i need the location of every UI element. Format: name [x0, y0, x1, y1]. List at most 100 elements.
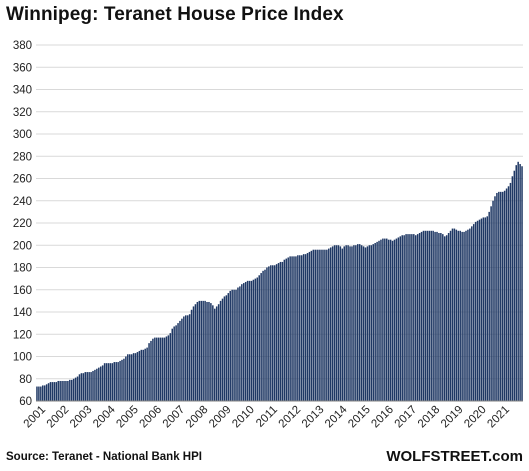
data-bar [285, 258, 288, 401]
data-bar [387, 239, 390, 401]
data-bar [382, 238, 384, 401]
data-bar [320, 249, 322, 401]
data-bar [501, 191, 504, 401]
data-bar [362, 246, 365, 401]
data-bar [395, 238, 398, 401]
data-bar [521, 166, 523, 401]
data-bar [241, 284, 243, 401]
data-bar [519, 164, 521, 401]
data-bar [237, 287, 239, 401]
data-bar [210, 303, 212, 401]
data-bar [136, 352, 139, 401]
data-bar [171, 328, 173, 401]
data-bar [132, 353, 135, 401]
data-bar [127, 354, 129, 401]
data-bar [188, 314, 191, 401]
data-bar [453, 228, 456, 401]
data-bar [420, 231, 423, 401]
data-bar [300, 255, 303, 401]
data-bar [343, 246, 345, 401]
data-bar [345, 245, 347, 401]
data-bar [82, 373, 85, 401]
data-bar [262, 270, 264, 401]
data-bar [53, 382, 56, 401]
data-bar [405, 234, 407, 401]
data-bar [123, 358, 125, 401]
data-bar [42, 385, 44, 401]
data-bar [494, 196, 496, 401]
data-bar [69, 379, 71, 401]
data-bar [70, 379, 73, 401]
x-tick-label: 2003 [68, 404, 95, 431]
x-tick-label: 2016 [369, 404, 396, 431]
data-bar [322, 249, 324, 401]
data-bar [424, 230, 427, 401]
data-bar [40, 386, 42, 401]
data-bar [513, 170, 516, 401]
data-bar [36, 386, 38, 401]
data-bar [101, 365, 104, 401]
data-bar [399, 236, 402, 401]
data-bar [94, 369, 96, 401]
x-tick-label: 2013 [300, 404, 327, 431]
x-tick-label: 2010 [230, 404, 257, 431]
data-bar [299, 255, 301, 401]
data-bar [98, 367, 100, 401]
x-tick-label: 2020 [462, 404, 489, 431]
data-bar [260, 273, 262, 401]
data-bar [200, 300, 202, 401]
data-bar [78, 374, 81, 401]
data-bar [407, 234, 409, 401]
data-bar [357, 244, 359, 401]
data-bar [297, 255, 299, 401]
data-bar [229, 290, 231, 401]
data-bar [99, 366, 102, 401]
data-bar [505, 188, 508, 401]
data-bar [235, 289, 237, 401]
source-note: Source: Teranet - National Bank HPI [6, 451, 202, 463]
data-bar [500, 191, 502, 401]
data-bar [478, 219, 481, 401]
data-bar [386, 238, 388, 401]
data-bar [150, 340, 152, 401]
x-tick-label: 2004 [91, 403, 118, 430]
x-tick-label: 2008 [184, 404, 211, 431]
data-bar [111, 363, 114, 401]
data-bar [206, 301, 208, 401]
y-tick-label: 380 [13, 40, 32, 52]
data-bar [414, 235, 417, 401]
x-tick-label: 2002 [45, 404, 72, 431]
data-bar [130, 354, 133, 401]
data-bar [134, 353, 137, 401]
data-bar [374, 243, 376, 401]
data-bar [43, 385, 46, 401]
x-tick-label: 2007 [161, 404, 188, 431]
x-tick-label: 2019 [439, 404, 466, 431]
x-tick-label: 2011 [254, 404, 280, 430]
data-bar [67, 380, 69, 401]
data-bar [61, 380, 63, 401]
data-bar [181, 318, 183, 401]
y-tick-label: 360 [13, 62, 32, 74]
data-bar [49, 382, 52, 401]
data-bar [463, 231, 465, 401]
data-bar [186, 315, 189, 401]
data-bar [38, 386, 40, 401]
data-bar [370, 245, 373, 401]
data-bar [302, 254, 305, 401]
data-bar [428, 230, 431, 401]
y-tick-label: 220 [13, 218, 32, 230]
data-bar [258, 275, 260, 401]
data-bar [397, 237, 400, 401]
data-bar [271, 265, 274, 401]
data-bar [273, 265, 276, 401]
y-tick-label: 60 [19, 396, 32, 408]
x-tick-label: 2005 [114, 404, 141, 431]
data-bar [185, 315, 187, 401]
data-bar [376, 241, 378, 401]
data-bar [157, 337, 160, 401]
data-bar [380, 239, 382, 401]
data-bar [144, 348, 146, 401]
data-bar [472, 224, 475, 401]
y-tick-label: 320 [13, 107, 32, 119]
